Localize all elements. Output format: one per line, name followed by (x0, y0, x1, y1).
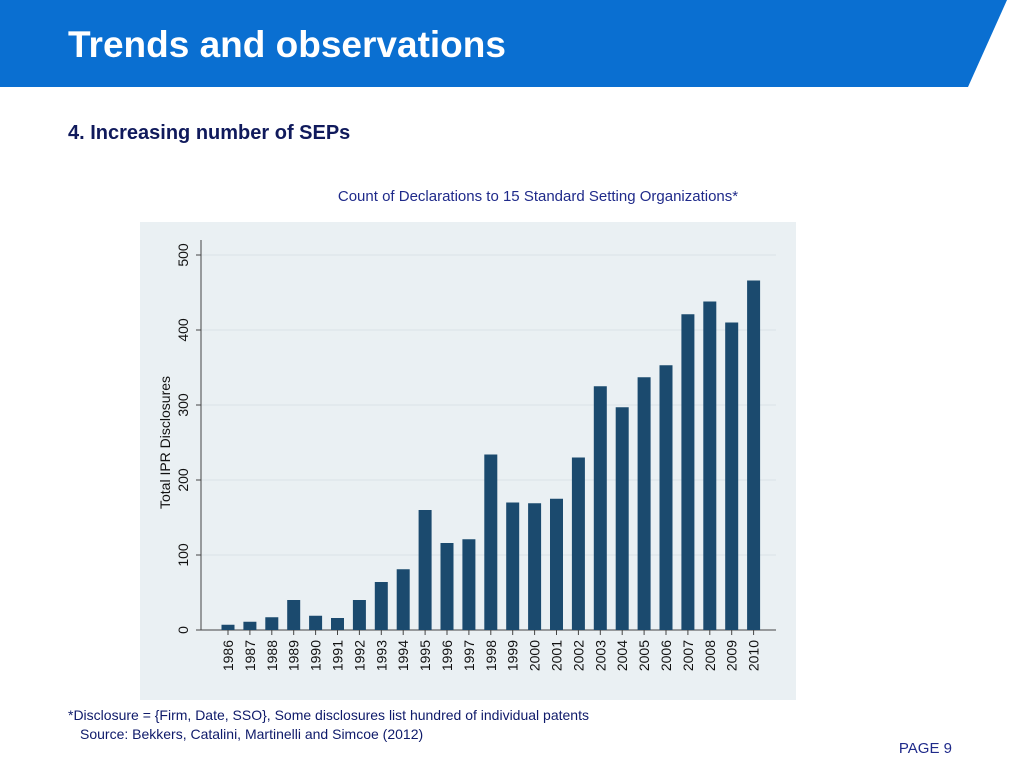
bar-1991 (331, 618, 344, 630)
x-tick-label: 1999 (505, 640, 521, 671)
bar-2010 (747, 280, 761, 630)
x-tick-label: 1997 (461, 640, 477, 671)
bar-2002 (571, 457, 585, 630)
x-tick-label: 1995 (417, 640, 433, 671)
x-tick-label: 2010 (746, 640, 762, 671)
x-tick-label: 2008 (702, 640, 718, 671)
y-tick-label: 500 (175, 243, 191, 267)
x-tick-label: 1994 (395, 640, 411, 671)
x-tick-label: 1998 (483, 640, 499, 671)
x-tick-label: 2002 (570, 640, 586, 671)
bar-1994 (396, 569, 410, 630)
x-tick-label: 1991 (330, 640, 346, 671)
bar-1998 (484, 454, 498, 630)
bar-1987 (243, 621, 257, 630)
bar-2005 (637, 377, 651, 630)
chart-title: Count of Declarations to 15 Standard Set… (337, 188, 739, 205)
x-tick-label: 1996 (439, 640, 455, 671)
bar-1986 (221, 624, 235, 630)
chart-footnote: *Disclosure = {Firm, Date, SSO}, Some di… (68, 707, 589, 723)
bar-1993 (374, 582, 388, 630)
x-tick-label: 2004 (614, 640, 630, 671)
bar-1999 (506, 502, 520, 630)
bar-1989 (287, 600, 301, 630)
x-tick-label: 2005 (636, 640, 652, 671)
bar-1988 (265, 617, 279, 630)
bar-2007 (681, 314, 695, 630)
y-tick-label: 200 (175, 468, 191, 492)
x-tick-label: 1986 (220, 640, 236, 671)
bar-1995 (418, 510, 432, 630)
bar-2004 (615, 407, 629, 630)
header-background (0, 0, 1007, 87)
x-tick-label: 1989 (286, 640, 302, 671)
bar-2003 (593, 386, 607, 630)
x-tick-label: 2003 (592, 640, 608, 671)
x-tick-label: 1993 (373, 640, 389, 671)
x-tick-label: 1990 (308, 640, 324, 671)
bar-2008 (703, 301, 717, 630)
x-tick-label: 2009 (724, 640, 740, 671)
chart-source: Source: Bekkers, Catalini, Martinelli an… (80, 726, 424, 742)
x-tick-label: 2007 (680, 640, 696, 671)
x-tick-label: 2006 (658, 640, 674, 671)
x-tick-label: 1992 (351, 640, 367, 671)
page-number: PAGE 9 (898, 740, 952, 757)
bar-1990 (309, 615, 323, 630)
x-tick-label: 2001 (549, 640, 565, 671)
bar-chart: 0 100 200 300 400 500 Total IPR Disclosures 198… (157, 240, 776, 671)
section-subtitle: 4. Increasing number of SEPs (68, 122, 351, 144)
bar-1997 (462, 539, 476, 630)
bar-1992 (352, 600, 366, 630)
y-tick-label: 0 (175, 626, 191, 634)
slide-title: Trends and observations (68, 24, 506, 65)
bar-2001 (550, 498, 563, 630)
y-tick-label: 100 (175, 543, 191, 567)
bar-2009 (725, 322, 739, 630)
bar-1996 (440, 543, 454, 630)
y-tick-label: 400 (175, 318, 191, 342)
y-tick-label: 300 (175, 393, 191, 417)
bar-2000 (528, 503, 542, 630)
y-axis-label: Total IPR Disclosures (157, 376, 173, 509)
x-tick-label: 1988 (264, 640, 280, 671)
bar-2006 (659, 365, 673, 630)
header-banner: Trends and observations (0, 0, 1024, 87)
x-tick-label: 1987 (242, 640, 258, 671)
x-tick-label: 2000 (527, 640, 543, 671)
